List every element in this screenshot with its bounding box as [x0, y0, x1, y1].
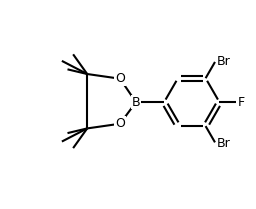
Text: B: B	[132, 96, 140, 109]
Text: Br: Br	[217, 55, 231, 68]
Text: O: O	[115, 72, 125, 85]
Text: Br: Br	[217, 137, 231, 150]
Text: F: F	[238, 96, 245, 109]
Text: O: O	[115, 117, 125, 130]
